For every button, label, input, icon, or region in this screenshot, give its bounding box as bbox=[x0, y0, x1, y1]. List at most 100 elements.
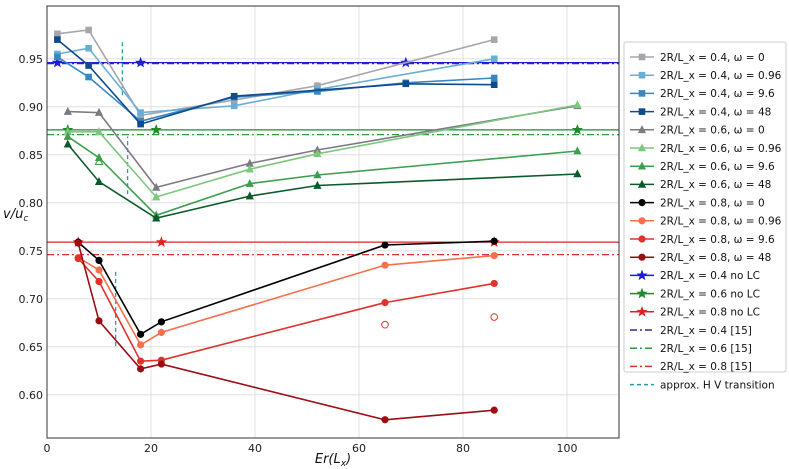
y-tick-label: 0.60 bbox=[19, 389, 44, 402]
data-point bbox=[638, 199, 646, 207]
data-point bbox=[54, 36, 61, 43]
data-point bbox=[490, 252, 498, 260]
data-point bbox=[245, 178, 254, 187]
series bbox=[54, 36, 498, 128]
series-line bbox=[67, 105, 578, 189]
data-point bbox=[74, 254, 82, 263]
legend-item: 2R/L_x = 0.6 no LC bbox=[630, 287, 760, 300]
legend-item: 2R/L_x = 0.8, ω = 0.96 bbox=[630, 216, 782, 228]
data-point bbox=[135, 56, 147, 68]
legend-item: 2R/L_x = 0.8, ω = 48 bbox=[630, 252, 771, 264]
legend-label: 2R/L_x = 0.6, ω = 48 bbox=[660, 179, 771, 191]
data-point bbox=[636, 287, 648, 299]
data-point bbox=[94, 156, 104, 166]
legend-item: 2R/L_x = 0.8 [15] bbox=[630, 361, 752, 373]
y-tick-label: 0.65 bbox=[19, 341, 44, 354]
data-point bbox=[637, 161, 647, 170]
data-point bbox=[85, 62, 92, 69]
data-point bbox=[152, 192, 161, 201]
series-line bbox=[57, 29, 495, 117]
series bbox=[74, 237, 498, 338]
x-tick-labels: 0 20 40 60 80 100 bbox=[44, 442, 578, 455]
data-point bbox=[571, 123, 583, 135]
series-line bbox=[77, 242, 495, 421]
series-lines bbox=[54, 26, 582, 424]
series-line bbox=[77, 254, 495, 347]
data-point bbox=[490, 237, 498, 245]
data-point bbox=[638, 71, 646, 79]
data-point bbox=[54, 30, 61, 38]
y-tick-labels: 0.60 0.65 0.70 0.75 0.80 0.85 0.90 0.95 bbox=[19, 53, 44, 402]
series bbox=[74, 254, 498, 365]
data-point bbox=[155, 236, 167, 247]
x-tick-label: 80 bbox=[456, 442, 470, 455]
series-line bbox=[56, 38, 495, 126]
legend-label: 2R/L_x = 0.6, ω = 0 bbox=[660, 125, 765, 137]
data-point bbox=[94, 107, 104, 116]
data-point bbox=[638, 217, 646, 225]
legend-item: 2R/L_x = 0.6 [15] bbox=[630, 343, 752, 355]
data-point bbox=[637, 125, 647, 134]
legend-label: 2R/L_x = 0.6 [15] bbox=[660, 343, 752, 355]
data-point bbox=[137, 120, 144, 128]
y-axis-label: v/uc bbox=[3, 207, 28, 224]
legend-label: 2R/L_x = 0.4, ω = 0 bbox=[660, 52, 765, 64]
series-line bbox=[67, 135, 578, 217]
data-point bbox=[490, 55, 498, 63]
data-point bbox=[314, 88, 321, 95]
y-tick-label: 0.80 bbox=[19, 197, 44, 210]
legend-label: 2R/L_x = 0.6 no LC bbox=[660, 288, 760, 300]
data-point bbox=[402, 80, 410, 88]
y-tick-label: 0.90 bbox=[19, 101, 44, 114]
data-point bbox=[150, 123, 162, 135]
data-point bbox=[74, 239, 82, 247]
legend-label: 2R/L_x = 0.4 [15] bbox=[660, 325, 752, 337]
legend-item: 2R/L_x = 0.4 [15] bbox=[630, 325, 752, 337]
y-tick-label: 0.70 bbox=[19, 293, 44, 306]
series-line bbox=[77, 240, 495, 336]
series-line bbox=[77, 257, 495, 363]
legend-item: 2R/L_x = 0.4, ω = 48 bbox=[630, 106, 771, 118]
legend-label: 2R/L_x = 0.8, ω = 0.96 bbox=[660, 216, 782, 228]
data-point bbox=[573, 100, 582, 109]
data-point bbox=[95, 266, 103, 274]
data-point bbox=[637, 143, 647, 152]
legend-item: 2R/L_x = 0.4, ω = 9.6 bbox=[630, 88, 775, 100]
legend-item: 2R/L_x = 0.4 no LC bbox=[630, 269, 760, 282]
series bbox=[63, 131, 582, 219]
data-point bbox=[573, 146, 582, 155]
data-point bbox=[230, 92, 238, 100]
legend-label: 2R/L_x = 0.8 [15] bbox=[660, 361, 752, 373]
data-point bbox=[381, 320, 389, 329]
data-point bbox=[490, 81, 498, 89]
data-point bbox=[137, 365, 145, 373]
data-point bbox=[85, 73, 92, 81]
data-point bbox=[137, 109, 144, 116]
grid bbox=[46, 6, 619, 438]
legend-label: 2R/L_x = 0.4, ω = 0.96 bbox=[660, 70, 782, 82]
data-point bbox=[63, 131, 72, 140]
series bbox=[63, 139, 582, 222]
series bbox=[63, 100, 582, 201]
data-point bbox=[381, 241, 389, 249]
data-point bbox=[490, 36, 498, 43]
legend-label: 2R/L_x = 0.4, ω = 9.6 bbox=[660, 88, 775, 100]
data-point bbox=[490, 279, 498, 288]
data-point bbox=[245, 191, 254, 200]
data-point bbox=[152, 213, 161, 222]
x-tick-label: 100 bbox=[557, 442, 578, 455]
data-point bbox=[230, 102, 238, 110]
data-point bbox=[638, 253, 646, 261]
data-point bbox=[245, 164, 254, 173]
y-tick-label: 0.95 bbox=[19, 53, 44, 66]
data-point bbox=[137, 330, 145, 338]
reference-lines bbox=[47, 41, 619, 346]
legend: 2R/L_x = 0.4, ω = 0 2R/L_x = 0.4, ω = 0.9… bbox=[623, 41, 787, 391]
data-point bbox=[85, 26, 92, 34]
data-point bbox=[381, 299, 389, 307]
data-point bbox=[94, 177, 104, 185]
y-tick-label: 0.75 bbox=[19, 245, 44, 258]
legend-item: 2R/L_x = 0.6, ω = 48 bbox=[630, 179, 771, 191]
legend-item: 2R/L_x = 0.6, ω = 0 bbox=[630, 125, 765, 137]
